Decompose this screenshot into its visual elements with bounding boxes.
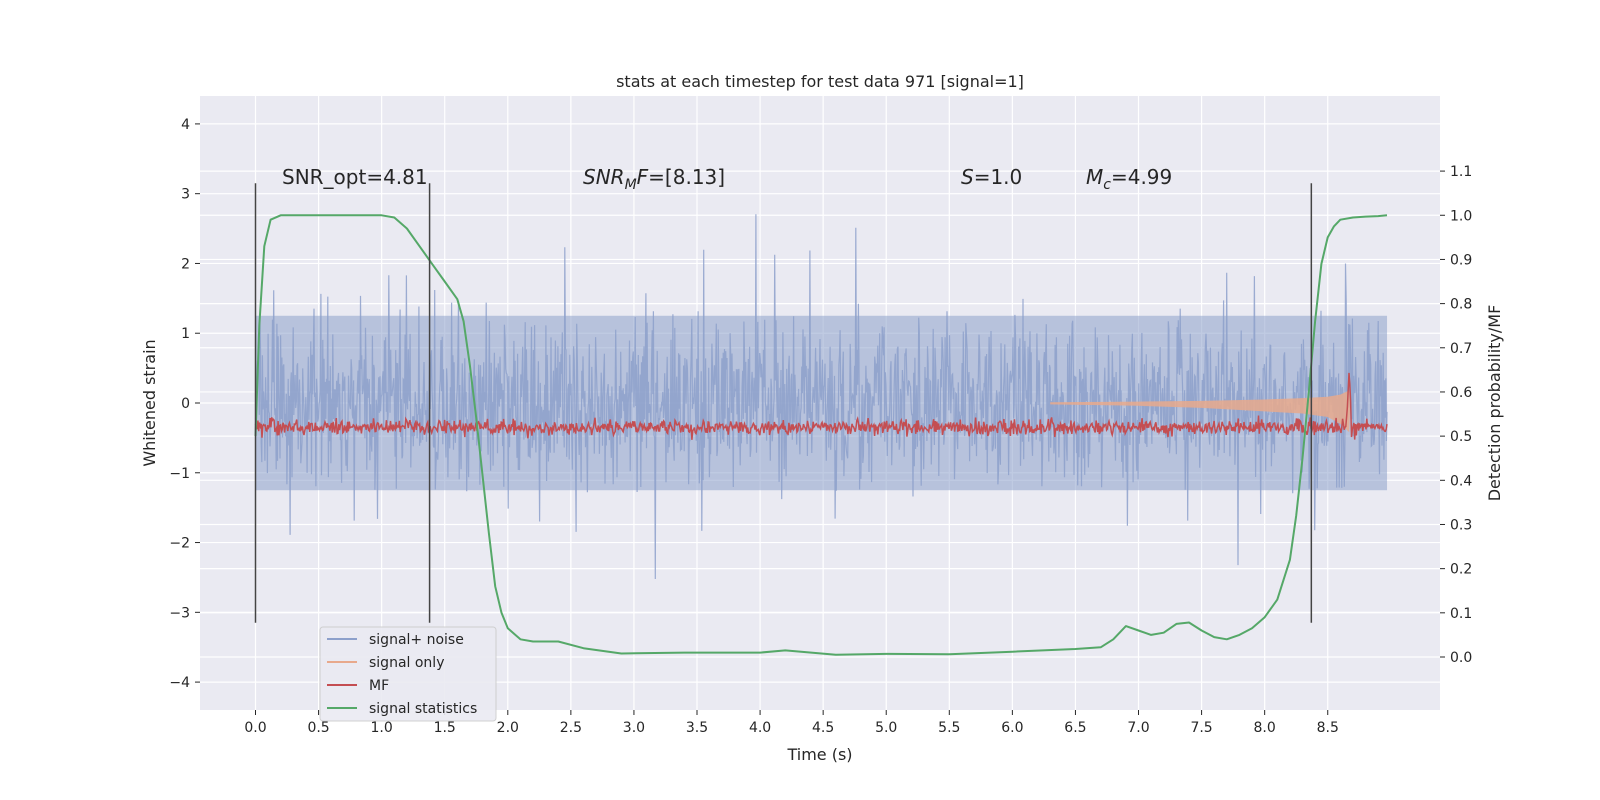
s-value: =1.0 [974, 165, 1023, 189]
y-tick-label-6: −2 [169, 536, 190, 552]
x-tick-label-3: 1.5 [434, 720, 456, 736]
y-right-tick-label-8: 0.3 [1450, 517, 1472, 533]
y-tick-label-0: 4 [181, 117, 190, 133]
s-symbol: S [961, 165, 974, 189]
signal-only-line [1050, 390, 1351, 433]
y-tick-label-4: 0 [181, 396, 190, 412]
snr-mf-symbol: SNR [583, 165, 625, 189]
y-tick-label-2: 2 [181, 256, 190, 272]
x-tick-label-1: 0.5 [307, 720, 329, 736]
y-tick-label-3: 1 [181, 326, 190, 342]
mc-value: =4.99 [1111, 165, 1172, 189]
legend-label-mf: MF [369, 678, 389, 694]
y-right-tick-label-11: 0.0 [1450, 650, 1472, 666]
x-tick-label-6: 3.0 [623, 720, 645, 736]
annotation-snr-opt: SNR_opt=4.81 [282, 165, 428, 189]
y-right-tick-label-7: 0.4 [1450, 473, 1472, 489]
y-right-tick-label-0: 1.1 [1450, 164, 1472, 180]
y-right-tick-label-6: 0.5 [1450, 429, 1472, 445]
mf-series [254, 372, 1388, 440]
plot-area [254, 183, 1388, 656]
y-tick-label-7: −3 [169, 605, 190, 621]
signal-statistics-line [254, 214, 1388, 656]
snr-mf-value: =[8.13] [648, 165, 725, 189]
annotation-s: S=1.0 [961, 165, 1022, 189]
annotation-snr-mf: SNRMF=[8.13] [583, 165, 725, 193]
x-tick-label-15: 7.5 [1190, 720, 1212, 736]
x-tick-label-5: 2.5 [560, 720, 582, 736]
chart-title: stats at each timestep for test data 971… [616, 72, 1024, 91]
legend-box [319, 626, 497, 722]
legend-label-signal-only: signal only [369, 655, 444, 671]
y-tick-label-1: 3 [181, 187, 190, 203]
y-right-tick-label-2: 0.9 [1450, 252, 1472, 268]
x-tick-label-8: 4.0 [749, 720, 771, 736]
snr-mf-f: F [637, 165, 649, 189]
annotation-mc: Mc=4.99 [1086, 165, 1172, 193]
x-tick-label-0: 0.0 [244, 720, 266, 736]
x-tick-label-9: 4.5 [812, 720, 834, 736]
x-tick-label-13: 6.5 [1064, 720, 1086, 736]
y-right-tick-label-3: 0.8 [1450, 297, 1472, 313]
x-tick-label-10: 5.0 [875, 720, 897, 736]
x-tick-label-2: 1.0 [371, 720, 393, 736]
vertical-markers [254, 183, 1313, 623]
y-right-tick-label-5: 0.6 [1450, 385, 1472, 401]
signal-statistics-series [254, 214, 1388, 656]
legend: signal+ noise signal only MF signal stat… [319, 626, 497, 722]
x-tick-label-17: 8.5 [1317, 720, 1339, 736]
y-axis-label-left: Whitened strain [140, 339, 159, 466]
mc-subscript: c [1103, 177, 1111, 193]
x-tick-label-14: 7.0 [1127, 720, 1149, 736]
annotations: SNR_opt=4.81 SNRMF=[8.13] S=1.0 Mc=4.99 [282, 165, 1172, 193]
x-tick-label-12: 6.0 [1001, 720, 1023, 736]
x-axis-label: Time (s) [786, 745, 852, 764]
legend-label-signal-statistics: signal statistics [369, 701, 477, 717]
y-tick-label-5: −1 [169, 466, 190, 482]
legend-label-signal-noise: signal+ noise [369, 632, 464, 648]
y-ticks-right: 1.1 1.0 0.9 0.8 0.7 0.6 0.5 0.4 0.3 0.2 0.1 0.0 [1440, 164, 1472, 666]
y-axis-label-right: Detection probability/MF [1485, 305, 1504, 502]
y-right-tick-label-9: 0.2 [1450, 562, 1472, 578]
signal-only-series [1050, 390, 1351, 433]
y-right-tick-label-1: 1.0 [1450, 208, 1472, 224]
mc-symbol: M [1086, 165, 1103, 189]
x-ticks: 0.0 0.5 1.0 1.5 2.0 2.5 3.0 3.5 4.0 4.5 5.0 5.5 6.0 6… [244, 710, 1339, 736]
x-tick-label-7: 3.5 [686, 720, 708, 736]
y-ticks-left: 4 3 2 1 0 −1 −2 −3 −4 [169, 117, 200, 691]
x-tick-label-4: 2.0 [497, 720, 519, 736]
x-tick-label-16: 8.0 [1254, 720, 1276, 736]
y-tick-label-8: −4 [169, 675, 190, 691]
snr-mf-subscript: M [625, 177, 637, 193]
x-tick-label-11: 5.5 [938, 720, 960, 736]
y-right-tick-label-10: 0.1 [1450, 606, 1472, 622]
mf-line [254, 372, 1388, 440]
y-right-tick-label-4: 0.7 [1450, 341, 1472, 357]
